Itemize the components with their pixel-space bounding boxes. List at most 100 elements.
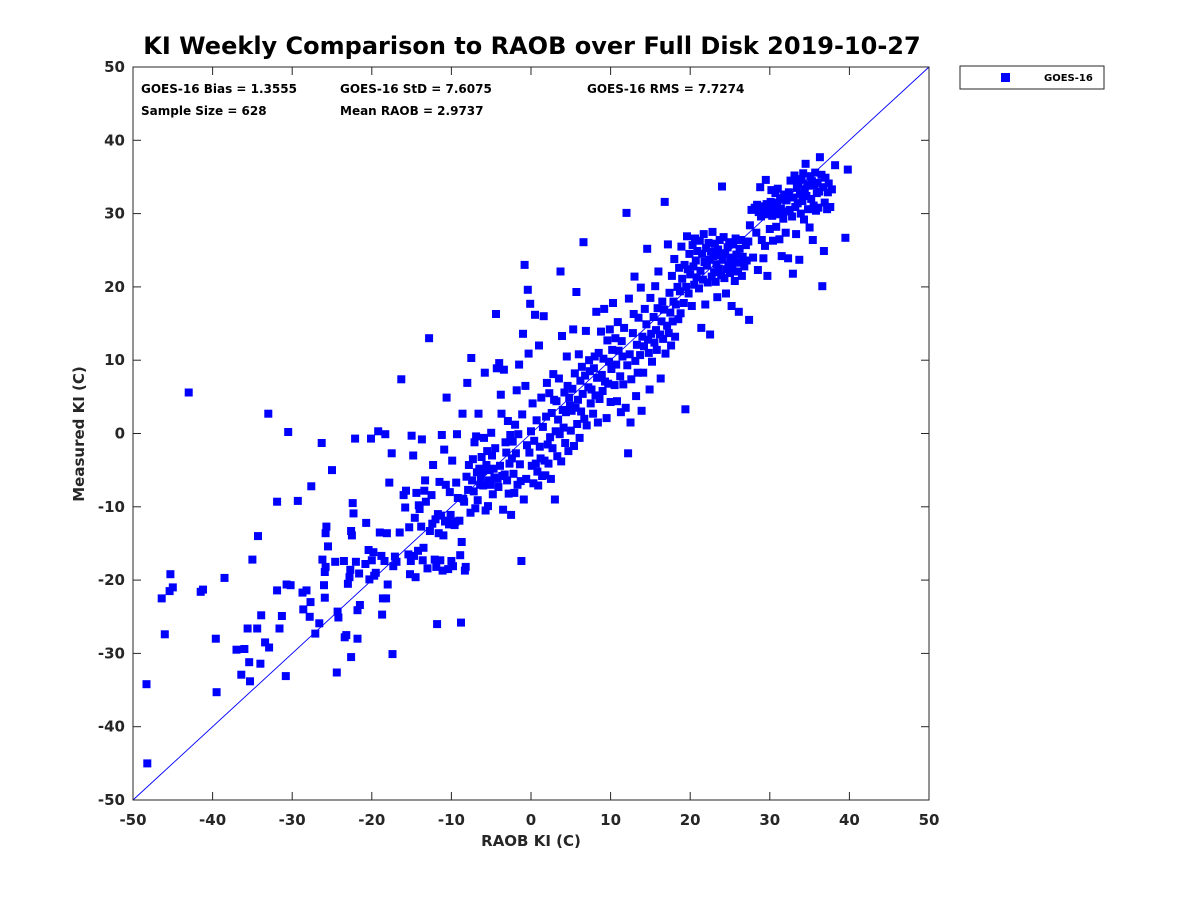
data-point bbox=[328, 466, 336, 475]
x-tick-label: -10 bbox=[438, 811, 465, 829]
data-point bbox=[800, 215, 808, 224]
stat-std: GOES-16 StD = 7.6075 bbox=[340, 82, 492, 96]
data-point bbox=[734, 307, 743, 316]
data-point bbox=[447, 557, 456, 565]
data-point bbox=[491, 444, 500, 453]
data-point bbox=[351, 557, 360, 566]
data-point bbox=[678, 274, 687, 283]
data-point bbox=[199, 585, 207, 594]
y-tick-label: 0 bbox=[115, 425, 125, 443]
data-point bbox=[417, 522, 426, 531]
x-tick-label: -30 bbox=[279, 811, 306, 829]
data-point bbox=[653, 304, 662, 313]
data-point bbox=[353, 634, 362, 643]
data-point bbox=[520, 260, 529, 269]
data-point bbox=[580, 414, 589, 423]
data-point bbox=[257, 611, 266, 620]
data-point bbox=[430, 555, 439, 564]
data-point bbox=[649, 313, 658, 321]
data-point bbox=[685, 249, 694, 258]
data-point bbox=[503, 476, 512, 485]
data-point bbox=[821, 173, 830, 182]
data-point bbox=[546, 474, 555, 483]
data-point bbox=[622, 208, 631, 217]
data-point bbox=[321, 529, 330, 538]
data-point bbox=[461, 562, 470, 571]
data-point bbox=[299, 605, 308, 614]
data-point bbox=[166, 570, 175, 579]
data-point bbox=[638, 332, 647, 341]
data-point bbox=[691, 234, 699, 243]
x-tick-label: -50 bbox=[119, 811, 146, 829]
y-tick-label: 30 bbox=[104, 205, 125, 223]
data-point bbox=[802, 192, 811, 200]
data-point bbox=[706, 247, 715, 256]
data-point bbox=[566, 426, 575, 435]
data-point bbox=[511, 420, 520, 429]
data-point bbox=[538, 422, 547, 431]
data-point bbox=[560, 388, 569, 397]
data-point bbox=[407, 431, 416, 440]
x-tick-label: -20 bbox=[358, 811, 385, 829]
data-point bbox=[401, 503, 410, 512]
data-point bbox=[452, 478, 461, 487]
data-point bbox=[785, 205, 794, 214]
x-tick-label: 10 bbox=[600, 811, 621, 829]
data-point bbox=[563, 381, 572, 390]
data-point bbox=[735, 244, 744, 253]
data-point bbox=[248, 555, 257, 564]
data-point bbox=[647, 329, 656, 338]
data-point bbox=[184, 388, 193, 397]
data-point bbox=[595, 395, 604, 403]
data-point bbox=[624, 449, 633, 458]
data-point bbox=[620, 323, 629, 332]
data-point bbox=[804, 181, 813, 190]
data-point bbox=[557, 457, 566, 466]
data-point bbox=[757, 212, 765, 221]
data-point bbox=[689, 262, 698, 271]
data-point bbox=[730, 277, 739, 285]
data-point bbox=[515, 460, 524, 469]
data-point bbox=[382, 594, 391, 603]
data-point bbox=[614, 346, 623, 355]
data-point bbox=[623, 361, 632, 370]
data-point bbox=[585, 356, 594, 365]
data-point bbox=[815, 187, 824, 196]
data-point bbox=[624, 294, 633, 303]
data-point bbox=[562, 352, 571, 361]
data-point bbox=[616, 372, 625, 381]
data-point bbox=[695, 284, 703, 293]
data-point bbox=[548, 444, 557, 453]
data-point bbox=[576, 376, 585, 385]
data-point bbox=[765, 203, 773, 212]
data-point bbox=[378, 610, 387, 619]
data-point bbox=[788, 269, 797, 278]
data-point bbox=[697, 323, 706, 332]
data-point bbox=[265, 643, 274, 652]
data-point bbox=[568, 384, 577, 393]
data-point bbox=[529, 479, 538, 488]
data-point bbox=[686, 270, 695, 279]
data-point bbox=[769, 236, 777, 245]
data-point bbox=[510, 488, 519, 497]
data-point bbox=[535, 341, 543, 350]
y-tick-label: 50 bbox=[104, 58, 125, 76]
data-point bbox=[511, 449, 520, 458]
data-point bbox=[652, 326, 660, 335]
data-point bbox=[824, 179, 833, 188]
data-point bbox=[160, 630, 169, 639]
data-point bbox=[142, 680, 151, 689]
data-point bbox=[375, 528, 384, 537]
data-point bbox=[728, 263, 737, 272]
data-point bbox=[334, 613, 343, 622]
data-point bbox=[766, 197, 775, 206]
data-point bbox=[690, 280, 699, 289]
data-point bbox=[819, 247, 828, 255]
data-point bbox=[818, 282, 827, 291]
data-point bbox=[168, 583, 177, 592]
data-point bbox=[692, 273, 701, 282]
x-tick-label: 0 bbox=[526, 811, 536, 829]
data-point bbox=[581, 326, 590, 335]
data-point bbox=[492, 364, 501, 373]
